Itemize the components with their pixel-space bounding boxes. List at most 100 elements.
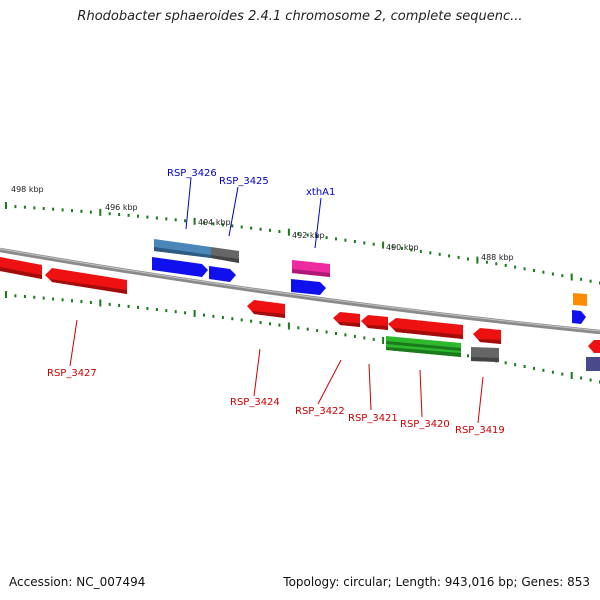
label-rsp-3419[interactable]: RSP_3419: [455, 425, 505, 436]
outer-minor-tick: [52, 207, 55, 211]
outer-minor-tick: [184, 219, 187, 223]
gene-xtha1[interactable]: [292, 260, 330, 277]
gene-rsp-3424-shade: [252, 311, 285, 318]
gene-rsp-3427[interactable]: [45, 268, 127, 294]
callout-line-xtha1: [314, 197, 322, 249]
outer-minor-tick: [344, 238, 347, 242]
outer-major-tick: [287, 228, 290, 236]
outer-minor-tick: [551, 272, 554, 276]
inner-major-tick: [382, 337, 385, 344]
ruler-label-492: 492 kbp: [292, 231, 325, 240]
outer-minor-tick: [514, 265, 517, 269]
inner-minor-tick: [269, 322, 271, 326]
inner-minor-tick: [127, 304, 130, 308]
gene-rsp-3419-gray[interactable]: [471, 347, 499, 362]
gene-blue-4[interactable]: [572, 310, 586, 324]
ruler-label-498: 498 kbp: [11, 185, 44, 194]
gene-red-edge[interactable]: [0, 257, 42, 279]
outer-minor-tick: [438, 252, 441, 256]
outer-major-tick: [99, 208, 102, 216]
label-rsp-3424[interactable]: RSP_3424: [230, 397, 280, 408]
ruler-label-488: 488 kbp: [481, 253, 514, 262]
gene-red-right-body[interactable]: [588, 340, 600, 353]
outer-minor-tick: [353, 240, 356, 243]
inner-minor-tick: [589, 378, 592, 382]
outer-minor-tick: [61, 208, 64, 212]
label-rsp-3420[interactable]: RSP_3420: [400, 419, 450, 430]
outer-minor-tick: [14, 205, 17, 209]
outer-minor-tick: [316, 234, 319, 238]
label-xtha1[interactable]: xthA1: [306, 187, 335, 198]
outer-minor-tick: [306, 233, 309, 237]
inner-minor-tick: [353, 334, 356, 338]
gene-rsp-3419-red[interactable]: [473, 328, 501, 344]
inner-minor-tick: [250, 319, 253, 323]
gene-blue-1[interactable]: [152, 257, 208, 277]
gene-purple-right-body[interactable]: [586, 357, 600, 371]
gene-blue-4-body[interactable]: [572, 310, 586, 324]
outer-minor-tick: [212, 222, 215, 226]
map-title: Rhodobacter sphaeroides 2.4.1 chromosome…: [77, 9, 523, 24]
chromosome-backbone-highlight: [0, 248, 600, 332]
gene-red-edge-shade: [0, 267, 42, 279]
inner-minor-tick: [467, 354, 469, 358]
inner-minor-tick: [118, 303, 121, 307]
outer-minor-tick: [580, 277, 583, 281]
inner-major-tick: [570, 372, 573, 379]
callout-line-rsp-3419: [477, 376, 484, 424]
outer-minor-tick: [146, 215, 149, 219]
inner-minor-tick: [203, 313, 205, 317]
callout-line-rsp-3422: [317, 359, 342, 405]
gene-blue-2[interactable]: [209, 266, 236, 282]
gene-rsp-3420-red-shade: [393, 328, 463, 339]
gene-blue-3-body[interactable]: [291, 279, 326, 295]
gene-rsp-3425[interactable]: [211, 247, 239, 263]
outer-minor-tick: [372, 242, 375, 246]
callout-lines: [69, 177, 484, 424]
outer-minor-tick: [335, 237, 337, 241]
gene-rsp-3422-shade: [338, 322, 360, 327]
inner-minor-tick: [165, 309, 168, 313]
callout-line-rsp-3426: [185, 177, 192, 230]
label-rsp-3425[interactable]: RSP_3425: [219, 176, 269, 187]
label-rsp-3427[interactable]: RSP_3427: [47, 368, 97, 379]
gene-red-right[interactable]: [588, 340, 600, 353]
gene-rsp-3420-red[interactable]: [388, 318, 463, 339]
inner-minor-tick: [212, 314, 215, 318]
gene-rsp-3421[interactable]: [361, 315, 388, 330]
gene-orange[interactable]: [573, 293, 587, 306]
gene-blue-3[interactable]: [291, 279, 326, 295]
callout-line-rsp-3425: [228, 186, 239, 237]
outer-minor-tick: [127, 213, 130, 217]
outer-minor-tick: [231, 224, 234, 228]
gene-blue-2-body[interactable]: [209, 266, 236, 282]
inner-minor-tick: [514, 363, 517, 367]
inner-minor-tick: [325, 330, 328, 334]
inner-minor-tick: [174, 310, 177, 314]
inner-minor-tick: [561, 372, 564, 376]
inner-minor-tick: [306, 327, 309, 331]
gene-orange-body[interactable]: [573, 293, 587, 306]
inner-minor-tick: [240, 318, 243, 322]
inner-major-tick: [99, 299, 102, 307]
inner-minor-tick: [80, 300, 83, 304]
outer-minor-tick: [250, 226, 253, 230]
outer-minor-tick: [401, 246, 403, 250]
outer-minor-tick: [533, 269, 535, 272]
label-rsp-3422[interactable]: RSP_3422: [295, 406, 345, 417]
inner-major-tick: [5, 291, 7, 298]
gene-rsp-3424[interactable]: [247, 300, 285, 318]
gene-rsp-3420-green[interactable]: [386, 336, 461, 357]
gene-rsp-3426[interactable]: [154, 239, 211, 258]
label-rsp-3421[interactable]: RSP_3421: [348, 413, 398, 424]
gene-blue-1-body[interactable]: [152, 257, 208, 277]
ruler-label-496: 496 kbp: [105, 203, 138, 212]
outer-minor-tick: [118, 213, 121, 216]
gene-purple-right[interactable]: [586, 357, 600, 371]
label-rsp-3426[interactable]: RSP_3426: [167, 168, 217, 179]
outer-major-tick: [382, 241, 385, 249]
gene-rsp-3420-green-shade: [386, 347, 461, 357]
gene-rsp-3422[interactable]: [333, 312, 360, 327]
inner-minor-tick: [372, 337, 375, 341]
